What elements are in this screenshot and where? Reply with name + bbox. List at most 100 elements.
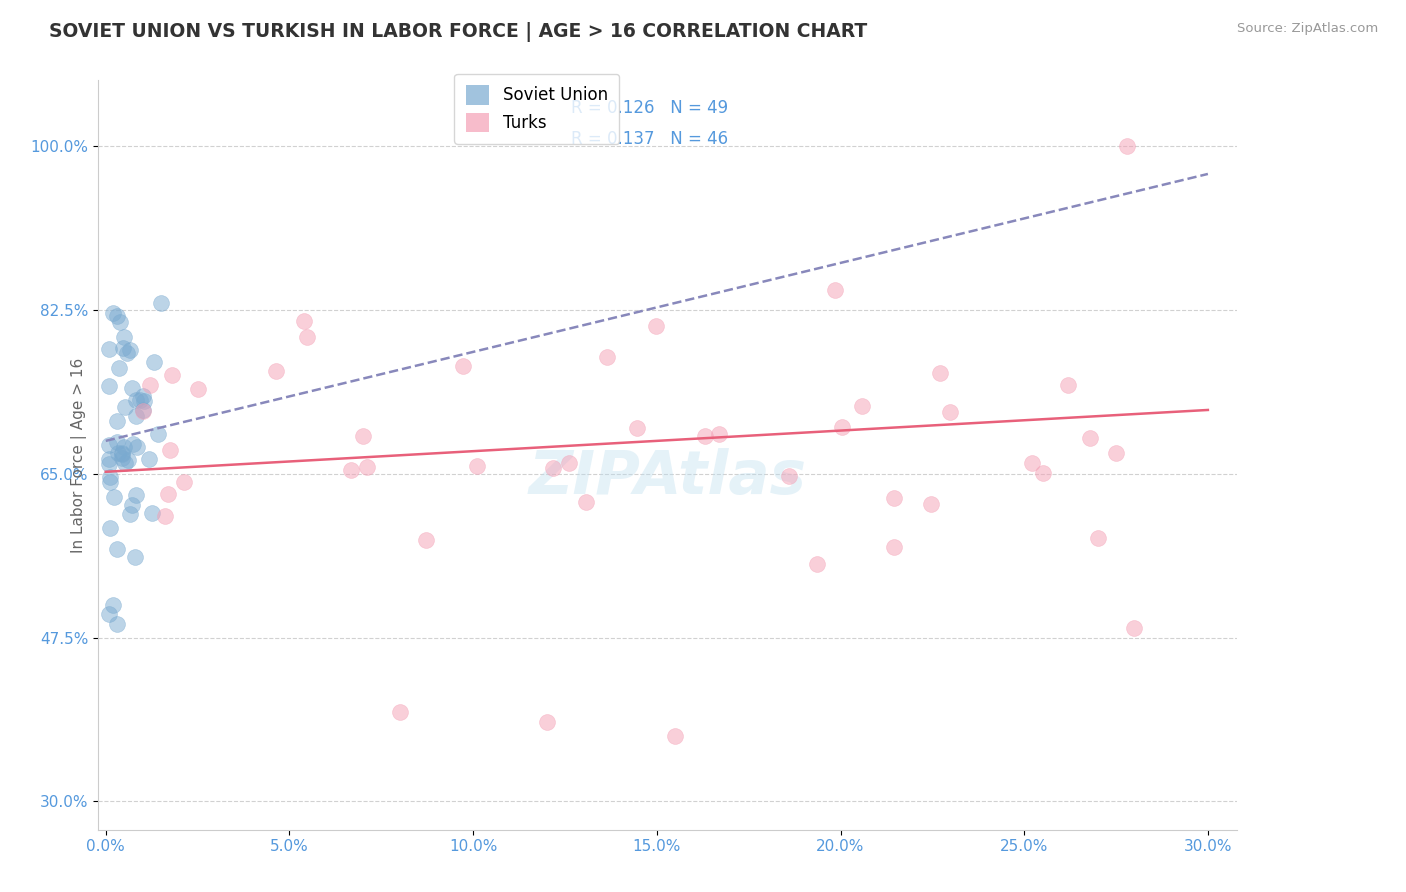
Point [98,607,121,621]
Point [118,507,141,521]
Point [575,494,598,508]
Point [111,451,134,466]
Point [356,459,378,474]
Point [107,446,129,460]
Point [112,330,135,344]
Point [149,296,172,310]
Point [1087,531,1109,545]
Point [664,729,686,743]
Point [139,377,162,392]
Point [824,283,846,297]
Point [851,399,873,413]
Point [131,403,153,417]
Point [125,440,148,454]
Point [173,475,195,490]
Point [146,427,169,442]
Point [264,363,287,377]
Point [105,434,128,449]
Point [1123,621,1146,635]
Point [98,521,121,535]
Text: R = 0.137   N = 46: R = 0.137 N = 46 [571,130,728,148]
Point [98,343,121,357]
Point [806,557,828,571]
Point [112,440,135,454]
Point [388,706,411,720]
Point [129,393,152,408]
Point [120,343,142,357]
Point [352,429,374,443]
Point [98,457,121,471]
Point [453,359,475,373]
Point [111,341,134,355]
Text: ZIPAtlas: ZIPAtlas [529,448,807,507]
Y-axis label: In Labor Force | Age > 16: In Labor Force | Age > 16 [72,358,87,552]
Point [105,616,128,631]
Point [1116,138,1139,153]
Point [98,379,121,393]
Point [114,456,136,470]
Point [465,459,488,474]
Point [107,361,129,376]
Point [187,382,209,396]
Point [558,456,581,470]
Text: SOVIET UNION VS TURKISH IN LABOR FORCE | AGE > 16 CORRELATION CHART: SOVIET UNION VS TURKISH IN LABOR FORCE |… [49,22,868,42]
Point [1078,431,1101,445]
Text: Source: ZipAtlas.com: Source: ZipAtlas.com [1237,22,1378,36]
Point [693,428,716,442]
Point [883,491,905,506]
Point [141,506,163,520]
Point [101,305,124,319]
Point [929,366,952,380]
Point [778,468,800,483]
Point [132,389,155,403]
Point [1057,378,1080,392]
Point [831,420,853,434]
Point [103,490,125,504]
Point [115,346,138,360]
Point [541,461,564,475]
Point [295,330,318,344]
Point [125,488,148,502]
Point [596,351,619,365]
Point [132,394,155,409]
Point [340,463,363,477]
Point [98,438,121,452]
Point [939,405,962,419]
Point [111,447,134,461]
Point [121,381,143,395]
Point [160,368,183,383]
Point [645,318,668,333]
Point [105,310,128,324]
Point [132,403,155,417]
Point [121,498,143,512]
Point [1021,456,1043,470]
Point [1032,467,1054,481]
Point [122,437,145,451]
Point [1105,445,1128,459]
Point [124,549,146,564]
Point [101,598,124,612]
Point [159,443,181,458]
Point [883,541,905,555]
Point [921,498,943,512]
Legend: Soviet Union, Turks: Soviet Union, Turks [454,74,620,144]
Point [105,542,128,557]
Point [536,714,558,729]
Text: R = 0.126   N = 49: R = 0.126 N = 49 [571,99,728,117]
Point [138,452,160,467]
Point [98,470,121,484]
Point [415,533,437,547]
Point [117,452,139,467]
Point [709,426,731,441]
Point [142,355,165,369]
Point [110,315,132,329]
Point [156,487,179,501]
Point [124,409,146,423]
Point [111,445,134,459]
Point [105,414,128,428]
Point [114,401,136,415]
Point [155,508,177,523]
Point [292,313,315,327]
Point [626,421,648,435]
Point [125,392,148,407]
